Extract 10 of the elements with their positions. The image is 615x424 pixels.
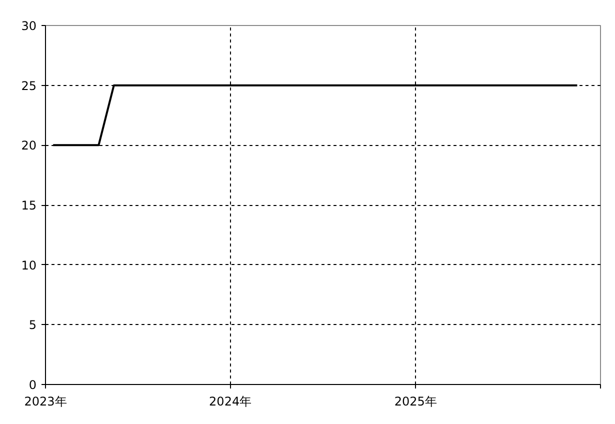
- y-tick-label: 15: [21, 198, 37, 212]
- y-tick-label: 5: [28, 318, 37, 332]
- x-tick-label: 2024年: [209, 394, 252, 408]
- y-tick-label: 30: [21, 19, 37, 33]
- x-tick-label: 2023年: [24, 394, 67, 408]
- x-tick-label: 2025年: [394, 394, 437, 408]
- y-tick-label: 20: [21, 138, 37, 153]
- y-tick-label: 0: [28, 378, 37, 392]
- y-tick-label: 25: [21, 78, 37, 93]
- y-tick-label: 10: [21, 258, 37, 272]
